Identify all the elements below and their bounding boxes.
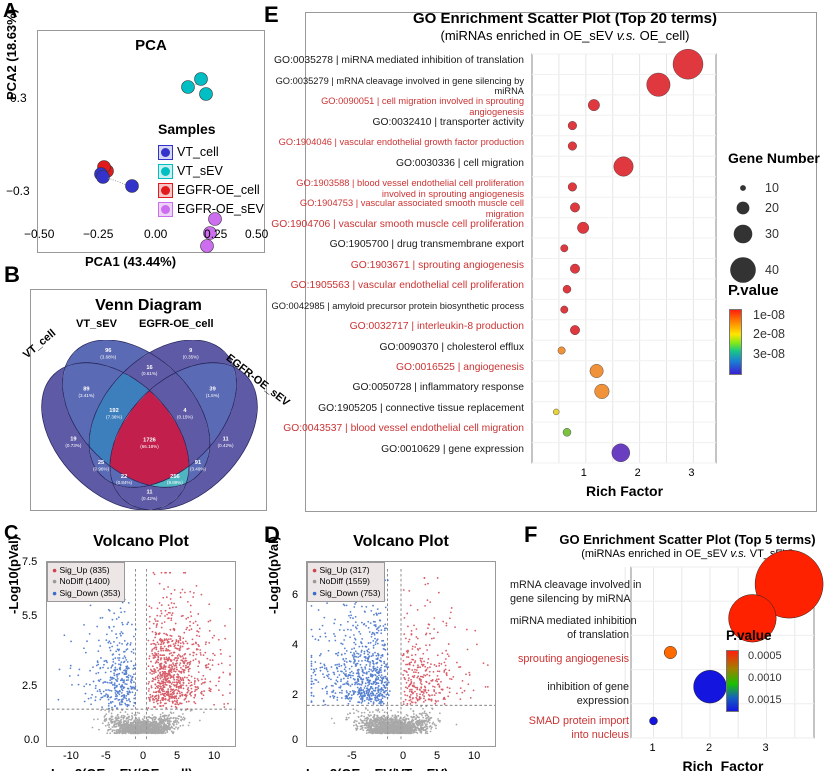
svg-text:89: 89 bbox=[83, 386, 89, 392]
svg-text:(3.49%): (3.49%) bbox=[190, 466, 206, 471]
svg-text:(3.68%): (3.68%) bbox=[100, 355, 116, 360]
svg-text:16: 16 bbox=[146, 365, 152, 371]
svg-text:(3.41%): (3.41%) bbox=[78, 393, 94, 398]
svg-text:(9.89%): (9.89%) bbox=[167, 480, 183, 485]
svg-text:(0.15%): (0.15%) bbox=[177, 415, 193, 420]
svg-text:39: 39 bbox=[209, 386, 215, 392]
svg-text:25: 25 bbox=[98, 460, 104, 466]
svg-text:192: 192 bbox=[109, 408, 118, 414]
svg-text:19: 19 bbox=[70, 437, 76, 443]
svg-text:9: 9 bbox=[189, 348, 192, 354]
svg-text:(0.61%): (0.61%) bbox=[142, 371, 158, 376]
svg-text:(0.84%): (0.84%) bbox=[116, 480, 132, 485]
svg-text:(0.42%): (0.42%) bbox=[218, 443, 234, 448]
svg-text:(0.73%): (0.73%) bbox=[65, 443, 81, 448]
svg-text:96: 96 bbox=[105, 348, 111, 354]
svg-text:(1.5%): (1.5%) bbox=[206, 393, 220, 398]
svg-text:22: 22 bbox=[121, 474, 127, 480]
svg-text:256: 256 bbox=[170, 474, 180, 480]
svg-text:11: 11 bbox=[223, 437, 229, 443]
svg-text:(0.35%): (0.35%) bbox=[183, 355, 199, 360]
svg-text:(0.96%): (0.96%) bbox=[93, 466, 109, 471]
svg-text:91: 91 bbox=[195, 460, 201, 466]
svg-text:(0.42%): (0.42%) bbox=[142, 496, 158, 501]
svg-text:11: 11 bbox=[146, 490, 152, 496]
svg-text:1726: 1726 bbox=[143, 438, 156, 444]
svg-text:(7.36%): (7.36%) bbox=[106, 415, 122, 420]
svg-text:(66.18%): (66.18%) bbox=[140, 444, 159, 449]
